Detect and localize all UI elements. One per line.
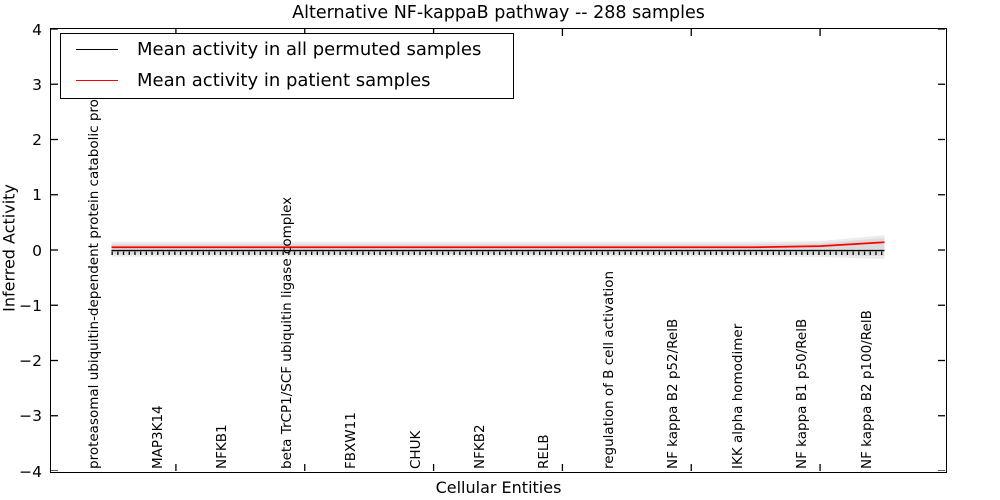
y-axis-tick-labels: 4 3 2 1 0 −1 −2 −3 −4: [0, 0, 46, 500]
x-tick-label: NF kappa B1 p50/RelB: [794, 318, 811, 469]
plot-area: proteasomal ubiquitin-dependent protein …: [50, 28, 947, 473]
x-tick-label: NF kappa B2 p52/RelB: [665, 318, 682, 469]
patient-mean-line: [111, 241, 885, 249]
plot-inner: proteasomal ubiquitin-dependent protein …: [51, 29, 945, 471]
y-tick-label: −1: [19, 296, 42, 315]
y-tick-label: 2: [32, 131, 42, 149]
legend-entry-patient: Mean activity in patient samples: [61, 65, 513, 96]
y-tick-label: 1: [32, 186, 42, 205]
y-tick-label: −2: [19, 352, 42, 370]
x-tick-label: CHUK: [407, 430, 424, 469]
y-tick-label: 4: [32, 20, 42, 39]
x-axis-label: Cellular Entities: [435, 478, 562, 497]
x-tick-label: beta TrCP1/SCF ubiquitin ligase complex: [278, 196, 295, 469]
legend-entry-permuted: Mean activity in all permuted samples: [61, 34, 513, 65]
x-tick-label: IKK alpha homodimer: [729, 323, 746, 469]
y-tick-label: 0: [32, 241, 42, 260]
x-tick-label: FBXW11: [343, 412, 360, 469]
legend-label-patient: Mean activity in patient samples: [137, 70, 431, 91]
chart-title: Alternative NF-kappaB pathway -- 288 sam…: [292, 3, 705, 23]
x-tick-label: proteasomal ubiquitin-dependent protein …: [85, 69, 102, 469]
legend-label-permuted: Mean activity in all permuted samples: [137, 39, 482, 60]
x-tick-label: MAP3K14: [149, 405, 166, 469]
x-tick-label: NFKB1: [214, 424, 231, 469]
legend-line-sample-permuted-icon: [76, 49, 118, 50]
x-tick-label: regulation of B cell activation: [600, 270, 617, 469]
y-tick-label: 3: [32, 75, 42, 94]
x-tick-label: NF kappa B2 p100/RelB: [858, 310, 875, 469]
chart-canvas: [51, 29, 945, 471]
y-tick-label: −4: [19, 462, 42, 481]
x-tick-label: NFKB2: [472, 424, 488, 469]
x-tick-label: RELB: [536, 434, 553, 469]
legend: Mean activity in all permuted samples Me…: [60, 33, 514, 99]
legend-line-sample-patient-icon: [76, 80, 118, 81]
y-tick-label: −3: [19, 407, 42, 426]
